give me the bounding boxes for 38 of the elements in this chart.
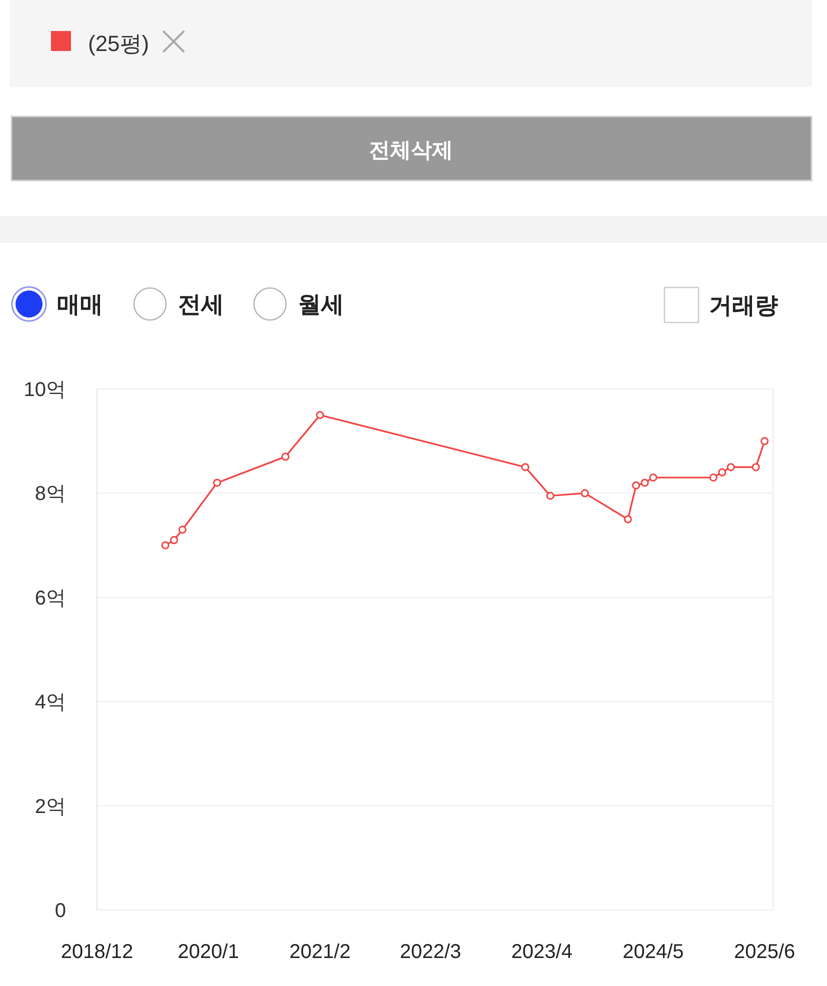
y-tick-label: 8억	[34, 483, 66, 506]
radio: 전세	[133, 287, 224, 321]
x-tick-label: 2021/2	[289, 941, 351, 963]
point	[316, 411, 324, 420]
point	[726, 463, 735, 472]
point	[178, 526, 187, 534]
point	[624, 515, 632, 524]
point	[580, 489, 589, 498]
legend: (25평)	[51, 31, 150, 56]
legend-label: (25평)	[88, 31, 150, 56]
point	[281, 452, 290, 461]
y-tick-label: 6억	[34, 587, 66, 610]
x-tick-label: 2018/12	[60, 941, 134, 963]
y-tick-label: 2억	[34, 796, 66, 818]
x-tick-label: 2024/5	[622, 941, 684, 963]
point	[760, 437, 769, 446]
y-tick-label: 4억	[34, 692, 66, 714]
point	[649, 474, 658, 482]
radio: 월세	[253, 287, 344, 321]
x-tick-label: 2025/6	[734, 941, 796, 963]
point	[632, 481, 640, 490]
point	[213, 478, 222, 487]
checkbox: 거래량	[664, 286, 778, 324]
button: 전체삭제	[10, 116, 812, 182]
y-tick-label: 10억	[24, 379, 66, 401]
point	[521, 463, 530, 472]
y-tick-label: 0	[54, 900, 66, 922]
point	[161, 541, 170, 550]
x-tick-label: 2023/4	[511, 941, 572, 963]
point	[640, 478, 649, 487]
x-tick-label: 2022/3	[400, 941, 462, 963]
point	[709, 474, 718, 482]
point	[546, 492, 554, 500]
point	[170, 536, 178, 544]
radio: 매매	[11, 286, 103, 322]
x-tick-label: 2020/1	[178, 941, 239, 963]
point	[752, 463, 760, 472]
point	[718, 468, 726, 476]
